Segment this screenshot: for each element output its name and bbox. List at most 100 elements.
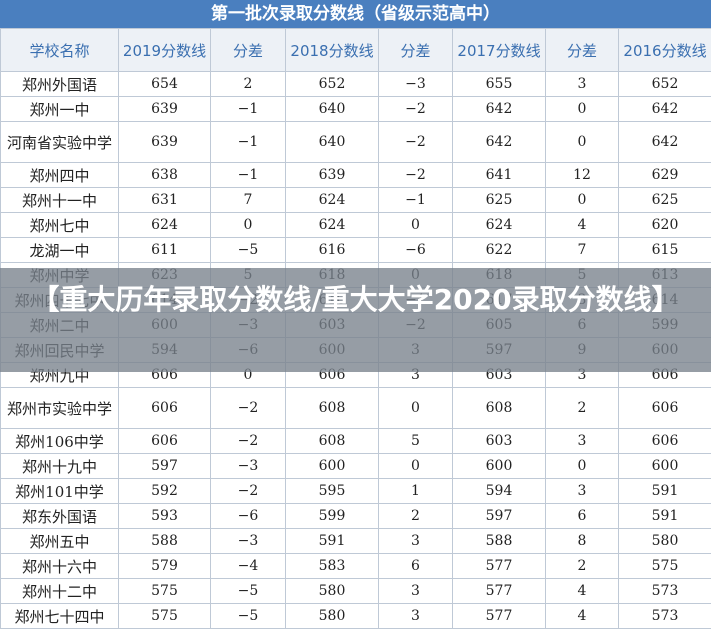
score-cell: 6 [545, 503, 619, 529]
score-cell: 588 [452, 528, 546, 554]
score-cell: 624 [285, 212, 379, 238]
score-cell: 573 [618, 603, 711, 629]
column-header: 2017分数线 [452, 28, 546, 72]
score-cell: 638 [118, 162, 211, 188]
school-name: 郑州十二中 [0, 578, 119, 604]
score-cell: 642 [452, 121, 546, 163]
score-cell: −2 [210, 428, 286, 454]
score-cell: 629 [618, 162, 711, 188]
score-cell: 3 [545, 428, 619, 454]
score-cell: 591 [285, 528, 379, 554]
score-cell: 652 [618, 71, 711, 97]
score-cell: 0 [378, 387, 453, 429]
school-name: 郑州十六中 [0, 553, 119, 579]
score-cell: 4 [545, 578, 619, 604]
score-cell: 641 [452, 162, 546, 188]
score-cell: 0 [545, 121, 619, 163]
school-name: 郑州市实验中学 [0, 387, 119, 429]
score-cell: −2 [210, 387, 286, 429]
score-cell: 594 [452, 478, 546, 504]
table-row: 郑东外国语 593 −6 599 2 597 6 591 [0, 503, 711, 529]
school-name: 郑东外国语 [0, 503, 119, 529]
score-cell: 591 [618, 503, 711, 529]
table-row: 郑州101中学 592 −2 595 1 594 3 591 [0, 478, 711, 504]
table-row: 郑州十九中 597 −3 600 0 600 0 600 [0, 453, 711, 479]
score-cell: 606 [618, 428, 711, 454]
score-cell: 603 [452, 428, 546, 454]
score-cell: −1 [210, 121, 286, 163]
score-cell: 625 [452, 187, 546, 213]
score-cell: 8 [545, 528, 619, 554]
score-cell: 606 [118, 387, 211, 429]
score-cell: 1 [378, 478, 453, 504]
table-row: 河南省实验中学 639 −1 640 −2 642 0 642 [0, 121, 711, 163]
column-header: 分差 [545, 28, 619, 72]
table-row: 郑州四中 638 −1 639 −2 641 12 629 [0, 162, 711, 188]
score-cell: 624 [285, 187, 379, 213]
score-cell: 0 [545, 187, 619, 213]
score-cell: 616 [285, 237, 379, 263]
score-cell: 608 [452, 387, 546, 429]
score-cell: 600 [452, 453, 546, 479]
table-row: 龙湖一中 611 −5 616 −6 622 7 615 [0, 237, 711, 263]
score-cell: 592 [118, 478, 211, 504]
score-cell: −1 [210, 96, 286, 122]
score-cell: −4 [210, 553, 286, 579]
score-cell: −1 [378, 187, 453, 213]
school-name: 郑州106中学 [0, 428, 119, 454]
score-cell: −6 [210, 503, 286, 529]
table-row: 郑州五中 588 −3 591 3 588 8 580 [0, 528, 711, 554]
score-cell: 639 [118, 121, 211, 163]
score-cell: 642 [618, 96, 711, 122]
school-name: 河南省实验中学 [0, 121, 119, 163]
score-cell: 579 [118, 553, 211, 579]
school-name: 郑州七中 [0, 212, 119, 238]
score-cell: 0 [545, 96, 619, 122]
score-cell: 622 [452, 237, 546, 263]
score-cell: −2 [378, 121, 453, 163]
column-header: 2019分数线 [118, 28, 211, 72]
score-cell: −5 [210, 603, 286, 629]
score-cell: 0 [378, 212, 453, 238]
table-row: 郑州十二中 575 −5 580 3 577 4 573 [0, 578, 711, 604]
score-cell: −2 [378, 96, 453, 122]
score-cell: 597 [118, 453, 211, 479]
score-cell: 606 [618, 387, 711, 429]
score-cell: −3 [378, 71, 453, 97]
score-cell: 639 [285, 162, 379, 188]
score-cell: 580 [618, 528, 711, 554]
score-cell: 575 [118, 603, 211, 629]
score-cell: 3 [378, 578, 453, 604]
score-cell: 0 [210, 212, 286, 238]
table-row: 郑州一中 639 −1 640 −2 642 0 642 [0, 96, 711, 122]
score-cell: 655 [452, 71, 546, 97]
school-name: 郑州十九中 [0, 453, 119, 479]
score-cell: 3 [545, 478, 619, 504]
score-cell: 639 [118, 96, 211, 122]
overlay-banner: 【重大历年录取分数线/重大大学2020录取分数线】 [0, 268, 711, 372]
table-row: 郑州十六中 579 −4 583 6 577 2 575 [0, 553, 711, 579]
score-cell: 583 [285, 553, 379, 579]
score-cell: −1 [210, 162, 286, 188]
score-cell: 577 [452, 603, 546, 629]
score-cell: 3 [378, 603, 453, 629]
score-cell: 600 [285, 453, 379, 479]
score-cell: 588 [118, 528, 211, 554]
score-cell: 575 [118, 578, 211, 604]
score-cell: −3 [210, 453, 286, 479]
score-cell: 624 [118, 212, 211, 238]
table-row: 郑州十一中 631 7 624 −1 625 0 625 [0, 187, 711, 213]
score-cell: 3 [378, 528, 453, 554]
table-row: 郑州106中学 606 −2 608 5 603 3 606 [0, 428, 711, 454]
score-cell: −2 [378, 162, 453, 188]
score-cell: 580 [285, 578, 379, 604]
score-cell: 0 [545, 453, 619, 479]
score-cell: 640 [285, 121, 379, 163]
score-cell: 577 [452, 578, 546, 604]
score-cell: 654 [118, 71, 211, 97]
school-name: 郑州五中 [0, 528, 119, 554]
header-row: 学校名称 2019分数线 分差 2018分数线 分差 2017分数线 分差 2016分数线 [0, 28, 711, 72]
column-header: 分差 [378, 28, 453, 72]
score-cell: −3 [210, 528, 286, 554]
table-row: 郑州七中 624 0 624 0 624 4 620 [0, 212, 711, 238]
